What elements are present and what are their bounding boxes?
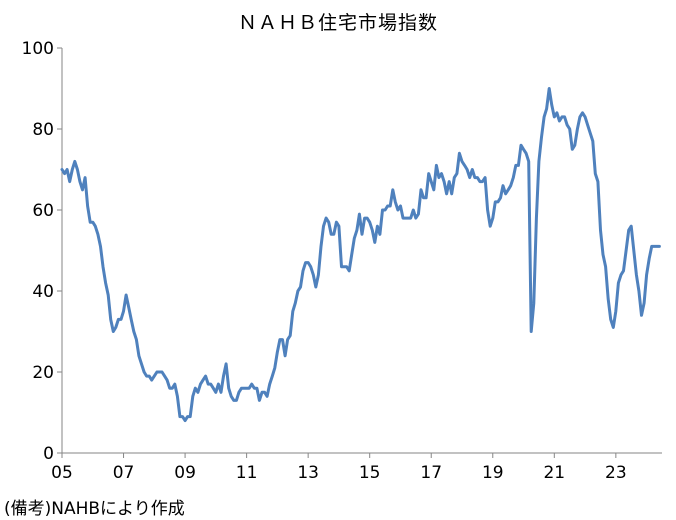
axes: [61, 48, 662, 454]
x-tick-label: 17: [420, 463, 442, 483]
x-tick-label: 09: [174, 463, 196, 483]
x-tick-label: 11: [236, 463, 258, 483]
x-tick-label: 15: [359, 463, 381, 483]
source-note: (備考)NAHBにより作成: [4, 499, 185, 519]
y-tick-label: 20: [32, 363, 54, 383]
y-tick-label: 60: [32, 201, 54, 221]
x-tick-label: 07: [113, 463, 135, 483]
chart-title: ＮＡＨＢ住宅市場指数: [237, 12, 438, 34]
x-tick-label: 13: [297, 463, 319, 483]
y-tick-label: 40: [32, 282, 54, 302]
series-line-nahb-index: [60, 87, 661, 423]
y-tick-label: 100: [22, 39, 54, 59]
x-ticks: 05 07 09 11 13 15 17 19 21 23: [51, 453, 627, 483]
x-tick-label: 05: [51, 463, 73, 483]
y-tick-label: 0: [43, 444, 54, 464]
x-tick-label: 23: [605, 463, 627, 483]
x-tick-label: 21: [543, 463, 565, 483]
x-tick-label: 19: [482, 463, 504, 483]
y-ticks: 0 20 40 60 80 100: [22, 39, 62, 464]
y-tick-label: 80: [32, 120, 54, 140]
